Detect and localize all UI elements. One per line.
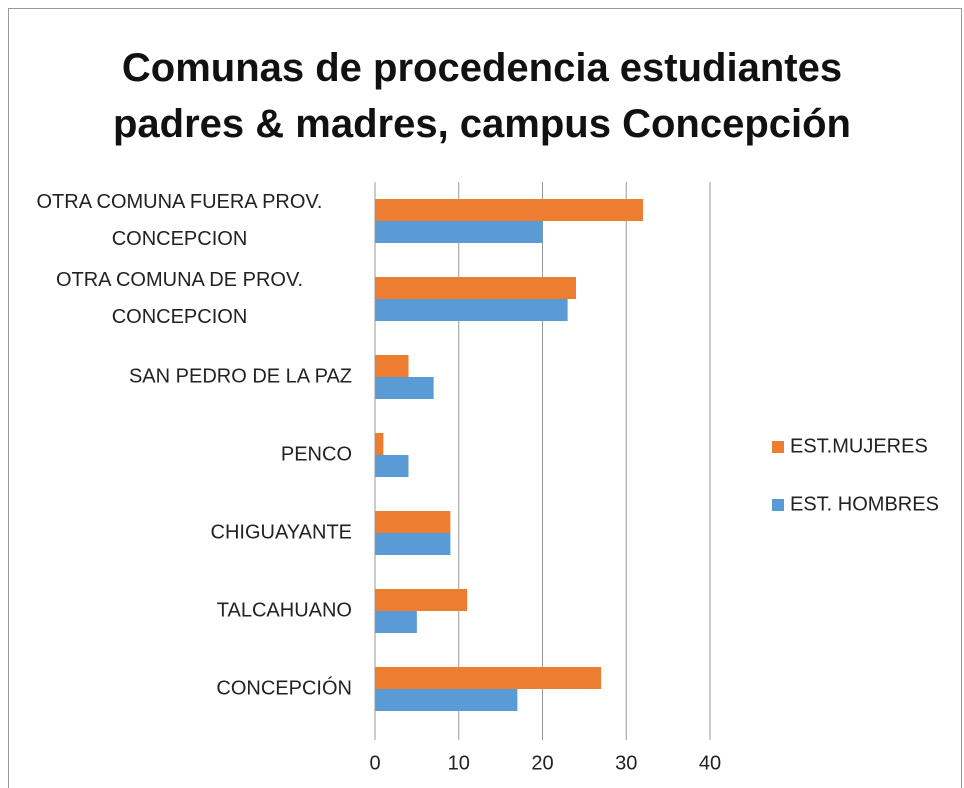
category-label-box: TALCAHUANO xyxy=(0,593,352,630)
y-tick-label: OTRA COMUNA DE PROV. CONCEPCION xyxy=(55,269,304,328)
y-tick-label: SAN PEDRO DE LA PAZ xyxy=(128,365,352,388)
bar xyxy=(375,277,576,299)
x-tick-label: 20 xyxy=(531,752,553,774)
bar xyxy=(375,199,643,221)
category-label-box: SAN PEDRO DE LA PAZ xyxy=(0,359,352,396)
y-tick-label: CHIGUAYANTE xyxy=(210,521,353,544)
category-label-box: PENCO xyxy=(0,437,352,474)
legend-label: EST.MUJERES xyxy=(790,435,928,457)
legend-swatch xyxy=(772,499,784,511)
bar xyxy=(375,355,409,377)
bar xyxy=(375,299,568,321)
bar xyxy=(375,611,417,633)
y-tick-label: CONCEPCIÓN xyxy=(216,677,352,700)
category-label-box: CHIGUAYANTE xyxy=(0,515,353,552)
bar xyxy=(375,533,451,555)
bar xyxy=(375,589,468,611)
y-tick-label: PENCO xyxy=(280,443,352,466)
chart-title: Comunas de procedencia estudiantes padre… xyxy=(112,46,851,146)
x-tick-label: 0 xyxy=(369,752,380,774)
chart-border xyxy=(8,8,962,788)
legend-swatch xyxy=(772,441,784,453)
chart-title-box: Comunas de procedencia estudiantes padre… xyxy=(0,40,964,152)
bar xyxy=(375,455,409,477)
bar xyxy=(375,433,384,455)
y-tick-label: TALCAHUANO xyxy=(216,599,352,622)
bar xyxy=(375,511,451,533)
category-label-box: OTRA COMUNA FUERA PROV. CONCEPCION xyxy=(0,184,352,258)
legend-label: EST. HOMBRES xyxy=(790,493,939,515)
bar xyxy=(375,221,543,243)
y-tick-label: OTRA COMUNA FUERA PROV. CONCEPCION xyxy=(36,191,323,250)
bar xyxy=(375,667,602,689)
category-label-box: CONCEPCIÓN xyxy=(0,671,352,708)
x-tick-label: 30 xyxy=(615,752,637,774)
x-tick-label: 40 xyxy=(699,752,721,774)
x-tick-label: 10 xyxy=(448,752,470,774)
bar xyxy=(375,689,518,711)
bar xyxy=(375,377,434,399)
category-label-box: OTRA COMUNA DE PROV. CONCEPCION xyxy=(0,262,352,336)
